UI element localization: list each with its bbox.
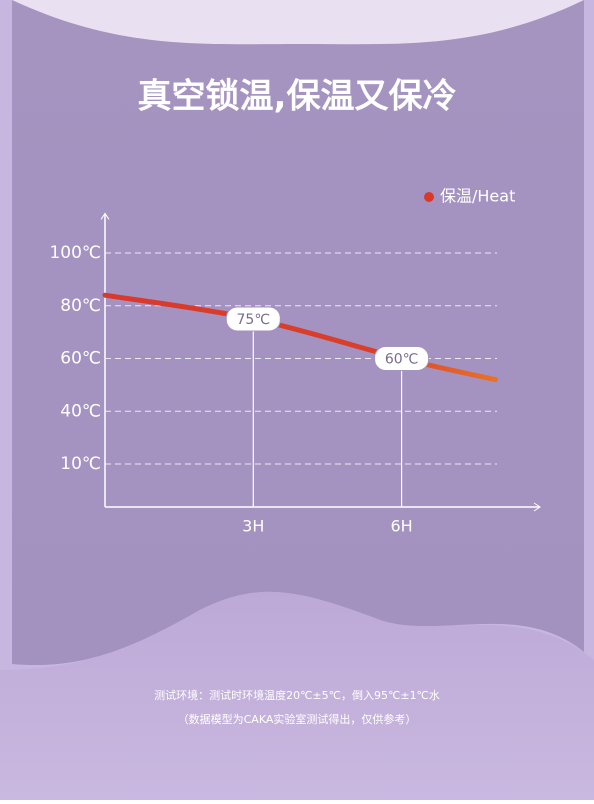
line <box>102 292 499 383</box>
bottom-wave <box>0 591 594 800</box>
top-wave <box>12 0 584 45</box>
y-tick-label: 100℃ <box>49 243 101 263</box>
x-tick-label: 6H <box>390 517 412 536</box>
value-label: 60℃ <box>385 352 419 368</box>
x-axis-arrow <box>533 502 541 512</box>
y-tick-label: 40℃ <box>60 401 101 421</box>
title: 真空锁温,保温又保冷 <box>138 77 457 117</box>
note: 测试环境：测试时环境温度20℃±5℃，倒入95℃±1℃水 <box>154 688 440 702</box>
y-tick-label: 80℃ <box>60 296 101 316</box>
label-box <box>225 306 281 332</box>
value-label: 75℃ <box>237 312 271 328</box>
legend-marker <box>424 192 434 202</box>
note: （数据模型为CAKA实验室测试得出，仅供参考） <box>178 712 417 726</box>
legend-label: 保温/Heat <box>440 187 515 206</box>
label-box <box>374 346 430 371</box>
y-axis-arrow <box>100 212 110 220</box>
x-tick-label: 3H <box>242 517 264 536</box>
y-tick-label: 10℃ <box>60 454 101 474</box>
panel <box>12 0 584 666</box>
y-tick-label: 60℃ <box>60 349 101 369</box>
